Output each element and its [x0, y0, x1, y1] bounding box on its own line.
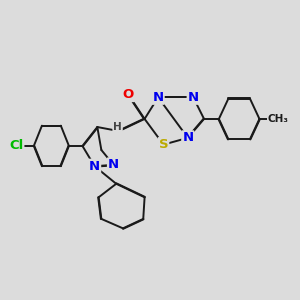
- Text: O: O: [123, 88, 134, 101]
- Text: N: N: [182, 131, 194, 144]
- Text: N: N: [89, 160, 100, 173]
- Text: CH₃: CH₃: [268, 114, 289, 124]
- Text: N: N: [108, 158, 119, 171]
- Text: S: S: [159, 138, 168, 151]
- Text: N: N: [188, 91, 199, 104]
- Text: N: N: [152, 91, 164, 104]
- Text: H: H: [113, 122, 122, 132]
- Text: Cl: Cl: [9, 140, 23, 152]
